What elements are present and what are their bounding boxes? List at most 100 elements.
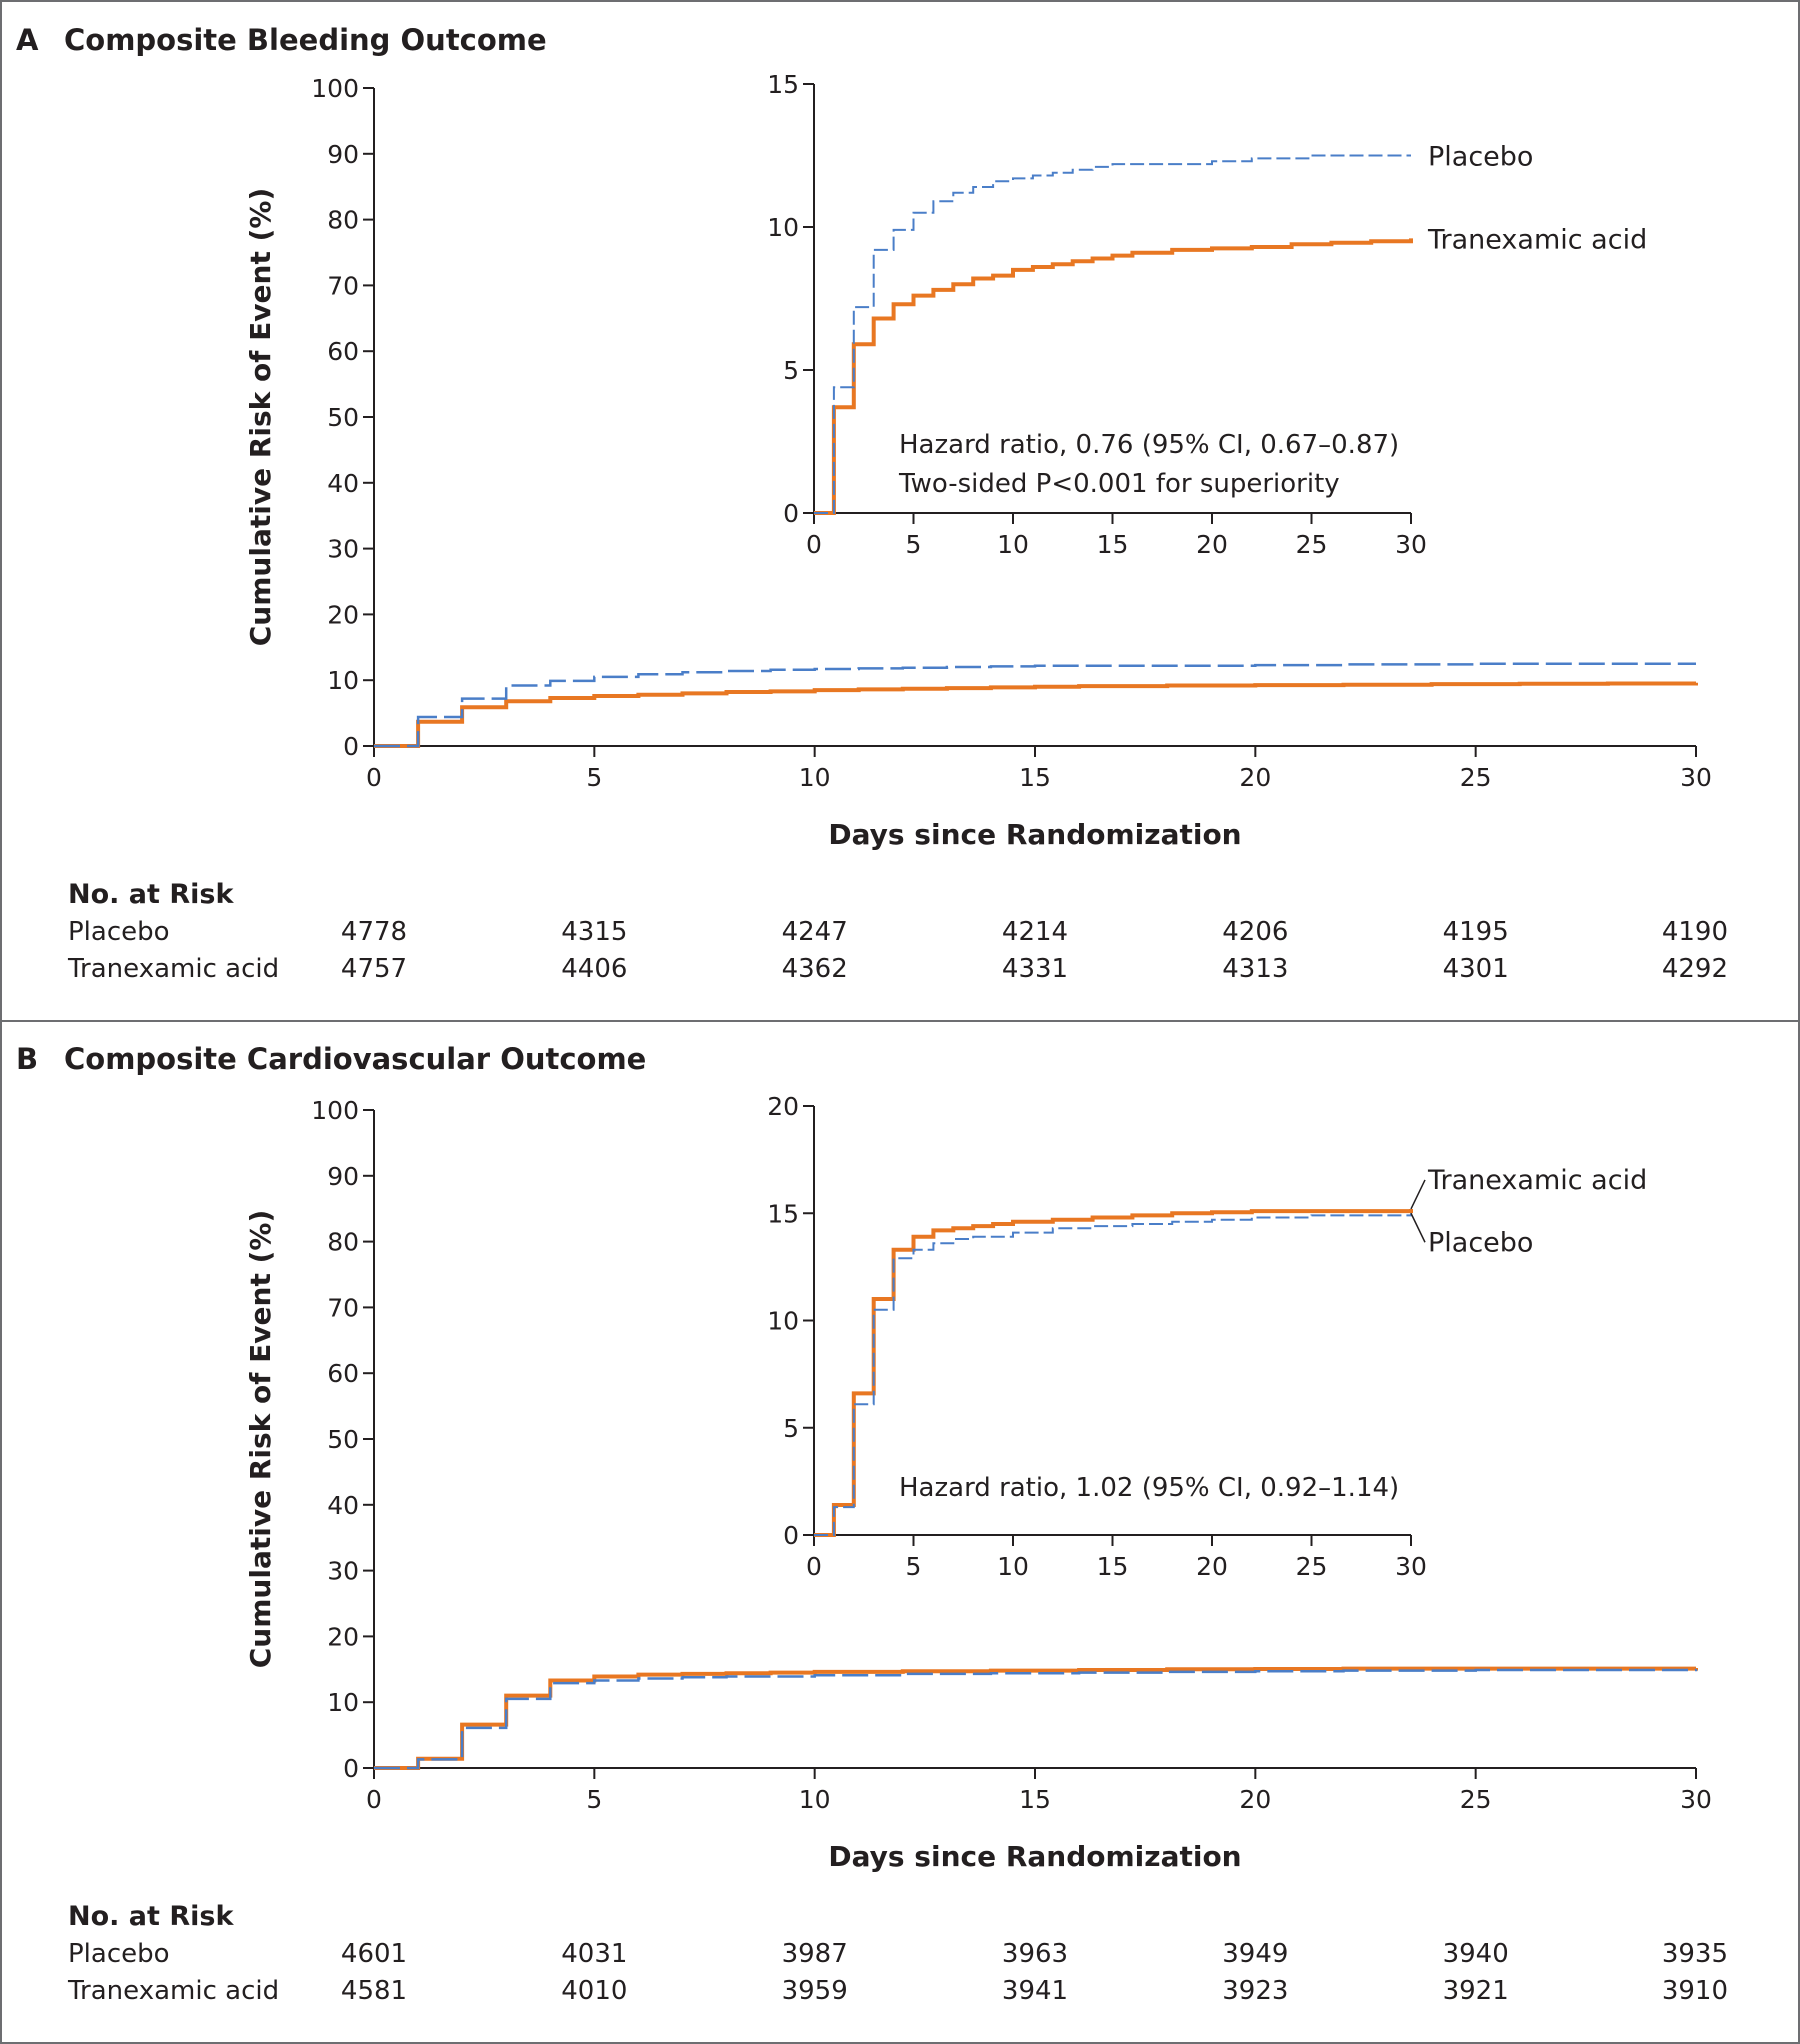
b-inset-line-placebo	[814, 1213, 1412, 1536]
b-risk-value: 3959	[782, 1976, 848, 2006]
a-main-y-tick-label: 70	[327, 271, 359, 300]
a-inset-y-tick-label: 0	[783, 499, 799, 528]
a-main-y-tick-label: 60	[327, 337, 359, 366]
b-risk-value: 3935	[1662, 1939, 1728, 1969]
b-main-y-tick-label: 20	[327, 1622, 359, 1651]
a-main-x-tick-label: 25	[1460, 763, 1492, 792]
a-risk-value: 4214	[1002, 917, 1068, 947]
b-inset-x-tick-label: 30	[1395, 1552, 1427, 1581]
a-main-x-tick-label: 10	[799, 763, 831, 792]
b-main-x-tick-label: 25	[1460, 1785, 1492, 1814]
b-main-y-tick-label: 70	[327, 1293, 359, 1322]
a-risk-value: 4331	[1002, 954, 1068, 984]
a-legend-label: Tranexamic acid	[1427, 224, 1647, 255]
b-main-x-tick-label: 5	[586, 1785, 602, 1814]
b-inset-y-tick-label: 10	[767, 1307, 799, 1336]
b-main-x-tick-label: 0	[366, 1785, 382, 1814]
b-risk-value: 4581	[341, 1976, 407, 2006]
a-inset-x-tick-label: 25	[1296, 530, 1328, 559]
a-risk-row-label: Placebo	[68, 917, 170, 947]
b-main-y-tick-label: 100	[311, 1096, 359, 1125]
b-main-y-tick-label: 80	[327, 1228, 359, 1257]
a-main-y-tick-label: 40	[327, 469, 359, 498]
a-inset-x-tick-label: 15	[1097, 530, 1129, 559]
b-inset-x-tick-label: 20	[1196, 1552, 1228, 1581]
b-main-y-tick-label: 50	[327, 1425, 359, 1454]
b-main-line-placebo	[374, 1668, 1698, 1770]
b-main-y-tick-label: 0	[343, 1754, 359, 1783]
a-main-x-tick-label: 0	[366, 763, 382, 792]
b-legend-label: Tranexamic acid	[1427, 1165, 1647, 1196]
b-inset-x-tick-label: 10	[997, 1552, 1029, 1581]
a-risk-value: 4778	[341, 917, 407, 947]
b-inset-x-tick-label: 0	[806, 1552, 822, 1581]
b-risk-value: 3910	[1662, 1976, 1728, 2006]
a-inset-y-tick-label: 5	[783, 356, 799, 385]
a-risk-heading: No. at Risk	[68, 879, 234, 910]
b-risk-value: 4601	[341, 1939, 407, 1969]
b-risk-value: 3949	[1222, 1939, 1288, 1969]
panel-a-title: Composite Bleeding Outcome	[64, 23, 547, 57]
b-main-y-tick-label: 90	[327, 1162, 359, 1191]
b-risk-row-label: Tranexamic acid	[67, 1976, 279, 2006]
a-inset-y-tick-label: 10	[767, 213, 799, 242]
b-main-y-tick-label: 60	[327, 1359, 359, 1388]
a-main-x-tick-label: 5	[586, 763, 602, 792]
b-risk-value: 4010	[561, 1976, 627, 2006]
a-risk-value: 4195	[1443, 917, 1509, 947]
b-inset-y-tick-label: 15	[767, 1199, 799, 1228]
b-main-y-tick-label: 30	[327, 1557, 359, 1586]
b-main-x-tick-label: 30	[1680, 1785, 1712, 1814]
a-main-y-tick-label: 20	[327, 600, 359, 629]
b-y-axis-label: Cumulative Risk of Event (%)	[244, 1210, 277, 1669]
b-main-x-tick-label: 15	[1019, 1785, 1051, 1814]
b-legend-leader	[1410, 1212, 1426, 1243]
b-risk-heading: No. at Risk	[68, 1901, 234, 1932]
b-main-y-tick-label: 40	[327, 1491, 359, 1520]
a-risk-value: 4362	[782, 954, 848, 984]
a-main-line-placebo	[374, 662, 1696, 748]
a-main-x-tick-label: 20	[1239, 763, 1271, 792]
a-main-y-tick-label: 80	[327, 206, 359, 235]
panel-b-letter: B	[16, 1042, 38, 1076]
a-main-line-tranexamic-acid	[374, 681, 1698, 748]
a-main-y-tick-label: 10	[327, 666, 359, 695]
b-main-y-tick-label: 10	[327, 1688, 359, 1717]
b-main-x-tick-label: 10	[799, 1785, 831, 1814]
b-risk-value: 3923	[1222, 1976, 1288, 2006]
b-inset-annotation: Hazard ratio, 1.02 (95% CI, 0.92–1.14)	[899, 1473, 1399, 1503]
a-risk-value: 4315	[561, 917, 627, 947]
b-inset-x-tick-label: 25	[1296, 1552, 1328, 1581]
b-legend-leader	[1410, 1179, 1426, 1210]
a-inset-x-tick-label: 0	[806, 530, 822, 559]
a-y-axis-label: Cumulative Risk of Event (%)	[244, 188, 277, 647]
a-inset-line-placebo	[814, 154, 1411, 514]
panel-b-title: Composite Cardiovascular Outcome	[64, 1042, 646, 1076]
a-inset-x-tick-label: 20	[1196, 530, 1228, 559]
b-risk-value: 3987	[782, 1939, 848, 1969]
b-risk-value: 3941	[1002, 1976, 1068, 2006]
b-inset-x-tick-label: 15	[1097, 1552, 1129, 1581]
a-legend-label: Placebo	[1428, 142, 1533, 173]
b-x-axis-label: Days since Randomization	[828, 1840, 1241, 1873]
a-risk-value: 4247	[782, 917, 848, 947]
a-risk-value: 4206	[1222, 917, 1288, 947]
b-legend-label: Placebo	[1428, 1227, 1533, 1258]
a-risk-value: 4313	[1222, 954, 1288, 984]
a-main-x-tick-label: 15	[1019, 763, 1051, 792]
a-risk-value: 4301	[1443, 954, 1509, 984]
a-inset-line-tranexamic-acid	[814, 238, 1413, 515]
b-risk-value: 3963	[1002, 1939, 1068, 1969]
b-risk-value: 3940	[1443, 1939, 1509, 1969]
a-main-x-tick-label: 30	[1680, 763, 1712, 792]
b-risk-value: 3921	[1443, 1976, 1509, 2006]
a-inset-annotation: Two-sided P<0.001 for superiority	[898, 469, 1340, 499]
b-risk-row-label: Placebo	[68, 1939, 170, 1969]
b-inset-y-tick-label: 5	[783, 1414, 799, 1443]
a-risk-value: 4406	[561, 954, 627, 984]
b-risk-value: 4031	[561, 1939, 627, 1969]
a-inset-x-tick-label: 5	[906, 530, 922, 559]
